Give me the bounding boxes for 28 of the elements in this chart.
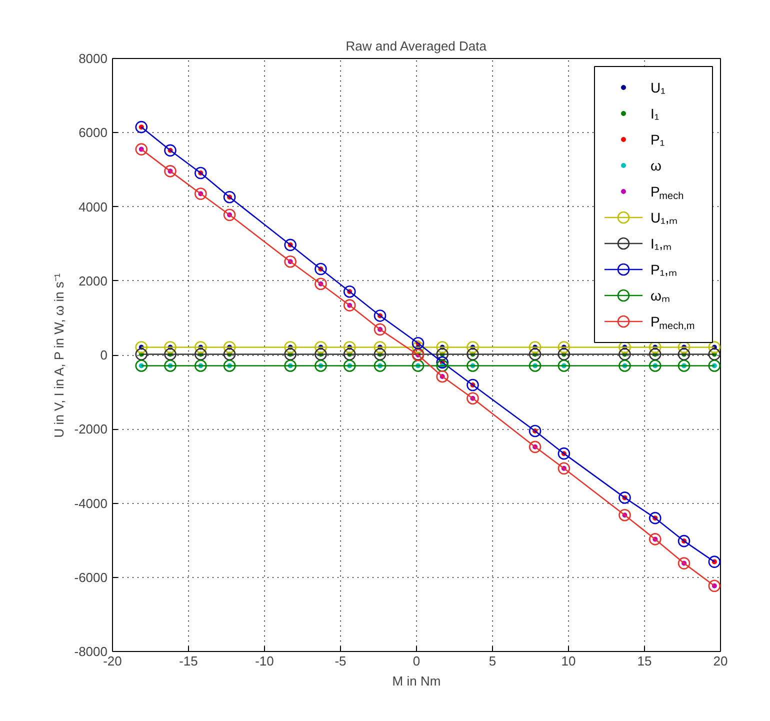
legend-label: ω bbox=[650, 158, 662, 174]
y-tick-label: 6000 bbox=[78, 125, 108, 140]
legend-label: I₁ bbox=[650, 106, 660, 122]
x-tick-label: 15 bbox=[637, 654, 652, 668]
x-tick-label: 0 bbox=[412, 654, 420, 668]
x-axis-title: M in Nm bbox=[392, 674, 441, 688]
y-tick-label: 4000 bbox=[78, 199, 108, 214]
y-tick-label: -6000 bbox=[74, 570, 108, 585]
legend-label: U₁ bbox=[650, 80, 666, 96]
x-tick-label: 10 bbox=[561, 654, 576, 668]
x-tick-label: -10 bbox=[255, 654, 274, 668]
x-tick-label: 5 bbox=[488, 654, 496, 668]
legend-label: P₁,ₘ bbox=[650, 262, 678, 278]
x-tick-label: -15 bbox=[179, 654, 198, 668]
y-tick-label: 0 bbox=[100, 348, 108, 362]
x-tick-label: -5 bbox=[334, 654, 346, 668]
legend-label: I₁,ₘ bbox=[650, 236, 672, 252]
y-axis-title: U in V, I in A, P in W, ω in s⁻¹ bbox=[51, 272, 66, 438]
legend-label: U₁,ₘ bbox=[650, 210, 678, 226]
x-tick-label: 20 bbox=[713, 654, 728, 668]
chart-title: Raw and Averaged Data bbox=[346, 38, 488, 54]
y-tick-label: -2000 bbox=[74, 422, 108, 437]
legend-label: ωₘ bbox=[650, 288, 670, 304]
y-tick-label: 2000 bbox=[78, 273, 108, 288]
y-tick-label: -8000 bbox=[74, 644, 108, 659]
y-tick-label: -4000 bbox=[74, 496, 108, 511]
y-tick-label: 8000 bbox=[78, 51, 108, 66]
legend-label: P₁ bbox=[650, 132, 665, 148]
